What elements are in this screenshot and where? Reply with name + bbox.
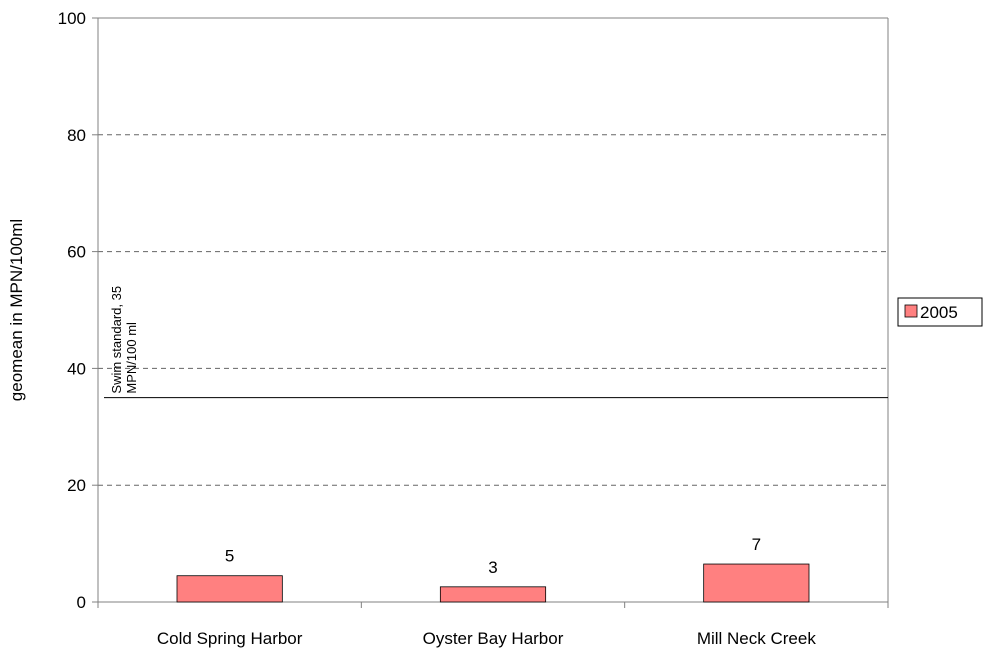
bar: [439, 586, 547, 603]
y-tick-label: 20: [67, 476, 86, 495]
y-tick-label: 100: [58, 9, 86, 28]
y-tick-label: 40: [67, 359, 86, 378]
data-label: 5: [225, 547, 234, 566]
reference-label: MPN/100 ml: [124, 322, 139, 394]
data-label: 3: [488, 558, 497, 577]
y-tick-label: 0: [77, 593, 86, 612]
bar: [703, 563, 810, 603]
y-axis-label: geomean in MPN/100ml: [7, 219, 26, 401]
bar: [176, 575, 283, 603]
x-tick-label: Cold Spring Harbor: [157, 629, 303, 648]
data-label: 7: [752, 535, 761, 554]
y-tick-label: 60: [67, 243, 86, 262]
y-tick-label: 80: [67, 126, 86, 145]
reference-label: Swim standard, 35: [109, 286, 124, 394]
legend-label: 2005: [920, 303, 958, 322]
x-tick-label: Mill Neck Creek: [697, 629, 817, 648]
x-tick-label: Oyster Bay Harbor: [423, 629, 564, 648]
legend-swatch: [904, 304, 918, 318]
